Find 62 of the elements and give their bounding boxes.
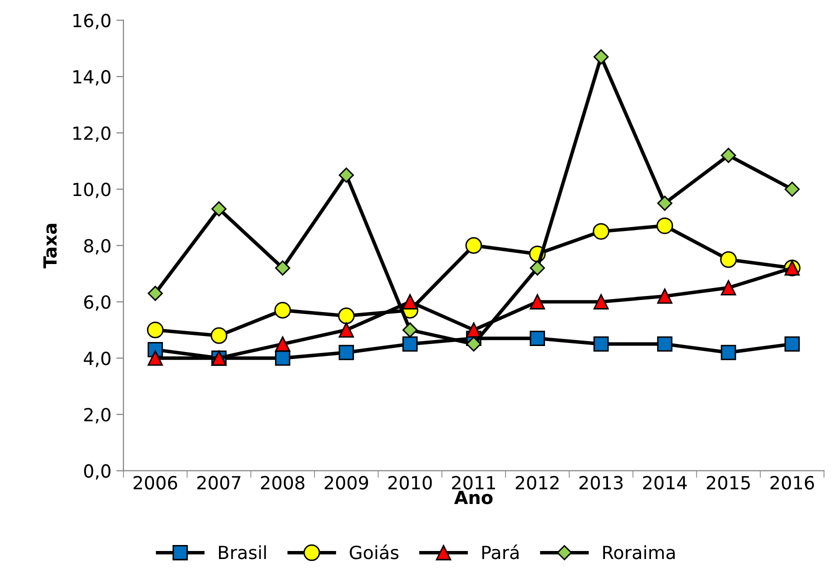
point <box>275 260 290 276</box>
point <box>146 322 164 338</box>
point <box>466 322 482 338</box>
legend-label: Brasil <box>218 545 266 560</box>
legend-label: Roraima <box>603 545 675 560</box>
x-tick-label: 2011 <box>452 476 496 490</box>
point <box>657 288 672 304</box>
x-tick-label: 2012 <box>516 476 559 490</box>
point <box>275 350 290 366</box>
y-tick-label: 6,0 <box>84 295 110 311</box>
x-tick-label: 2016 <box>770 476 814 490</box>
legend-label: Goiás <box>350 544 398 560</box>
y-tick-label: 2,0 <box>84 408 110 424</box>
point <box>275 336 290 352</box>
point <box>530 294 546 310</box>
x-tick-label: 2014 <box>643 476 687 490</box>
point <box>338 168 354 183</box>
point <box>338 322 354 338</box>
point <box>338 308 355 324</box>
x-tick-label: 2015 <box>706 476 750 490</box>
point <box>657 336 672 352</box>
y-axis-title: Taxa <box>43 224 57 268</box>
point <box>720 344 736 360</box>
point <box>465 237 482 254</box>
x-tick-label: 2009 <box>324 476 368 490</box>
y-tick-label: 12,0 <box>73 126 110 142</box>
x-tick-label: 2007 <box>197 476 240 490</box>
point <box>594 49 609 64</box>
point <box>720 148 736 163</box>
point <box>784 336 800 352</box>
x-tick-label: 2008 <box>261 476 304 490</box>
x-tick-label: 2006 <box>134 476 178 490</box>
x-axis-title: Ano <box>454 490 493 504</box>
x-tick-label: 2010 <box>388 476 432 490</box>
point <box>402 294 418 310</box>
point <box>530 260 545 276</box>
y-tick-label: 16,0 <box>73 14 110 30</box>
legend-label: Pará <box>482 544 519 560</box>
point <box>274 302 291 319</box>
point <box>592 223 610 240</box>
point <box>720 280 736 296</box>
point <box>657 196 672 211</box>
y-tick-label: 14,0 <box>73 70 110 86</box>
point <box>402 336 418 352</box>
x-tick-label: 2013 <box>579 476 623 490</box>
point <box>530 330 546 346</box>
point <box>148 286 163 301</box>
point <box>210 327 228 344</box>
point <box>593 294 609 310</box>
y-tick-label: 8,0 <box>84 238 110 254</box>
y-tick-label: 4,0 <box>84 352 110 368</box>
y-tick-label: 10,0 <box>73 182 110 198</box>
point <box>466 336 482 352</box>
point <box>720 251 737 268</box>
point <box>784 182 800 197</box>
y-tick-label: 0,0 <box>84 464 110 480</box>
point <box>402 322 418 338</box>
point <box>656 217 674 234</box>
point <box>211 201 227 216</box>
point <box>338 344 354 360</box>
point <box>593 336 609 352</box>
point <box>148 350 163 366</box>
